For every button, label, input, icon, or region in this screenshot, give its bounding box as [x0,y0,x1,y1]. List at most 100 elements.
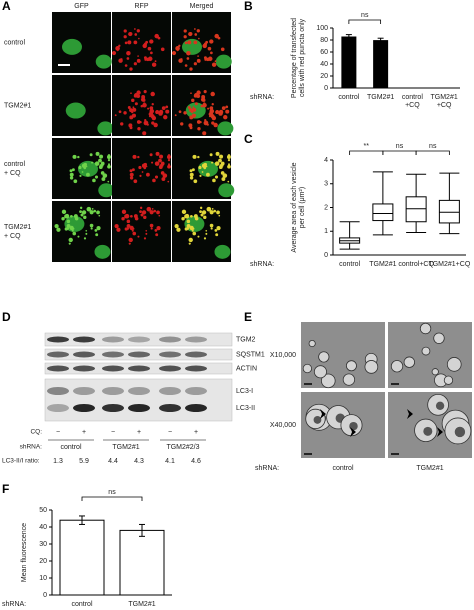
puncta [142,43,147,49]
puncta [138,37,140,40]
puncta [215,110,219,114]
puncta [83,162,88,167]
puncta [167,165,171,169]
puncta [197,127,201,131]
puncta [130,92,132,95]
puncta [165,105,169,109]
puncta [126,57,130,60]
puncta [211,207,214,210]
puncta [154,175,159,179]
puncta [190,214,193,218]
puncta [201,210,207,215]
puncta [207,46,212,51]
puncta [208,115,211,118]
puncta [66,224,71,228]
puncta [64,227,68,231]
puncta [196,29,200,33]
significance-label: ns [361,12,369,19]
puncta [118,110,122,114]
puncta [214,33,219,39]
vesicle-content [349,421,358,431]
puncta [216,161,219,164]
ratio-value: 5.9 [79,458,89,465]
puncta [131,110,134,114]
blot-band [102,336,124,343]
puncta [129,126,133,130]
puncta [202,102,207,108]
panel-label: B [244,0,253,13]
puncta [129,117,132,120]
row-label: shRNA: [255,465,279,472]
box [438,199,460,224]
puncta [89,223,94,228]
x-tick-label: control [71,601,92,608]
puncta [123,29,127,33]
puncta [131,168,135,172]
puncta [213,122,218,128]
puncta [158,165,163,169]
puncta [129,169,133,173]
vesicle [431,368,439,376]
puncta [189,225,194,231]
puncta [181,209,187,215]
y-tick-label: 2 [324,204,328,211]
puncta [194,33,198,36]
puncta [137,235,140,238]
nucleus [182,38,203,55]
nucleus [97,121,114,136]
box [405,196,427,223]
puncta [156,210,160,215]
y-axis-label: Average area of each vesicle [291,162,298,252]
y-tick-label: 10 [39,575,47,582]
puncta [193,40,198,45]
puncta [165,109,170,114]
puncta [141,210,147,215]
puncta [128,32,133,36]
puncta [188,52,191,55]
puncta [221,106,226,111]
puncta [138,165,142,170]
blot-band [185,387,207,395]
row-label: TGM2#1 [4,224,31,231]
puncta [210,91,215,97]
puncta [180,122,184,126]
puncta [91,161,94,164]
puncta [184,214,189,219]
significance-bracket [349,150,384,155]
blot-band [47,404,69,412]
row-label: control [4,39,25,46]
blot-band [47,365,69,372]
puncta [154,228,158,232]
blot-strip [44,332,233,347]
puncta [197,235,200,238]
puncta [108,163,110,166]
puncta [131,98,135,103]
row-label: TGM2#1 [4,102,31,109]
bar [341,36,357,89]
puncta [136,29,140,33]
puncta [79,210,82,214]
puncta [78,165,82,170]
puncta [162,173,168,178]
puncta [194,216,199,221]
puncta [107,154,111,157]
puncta [150,51,153,55]
y-tick-label: 60 [320,49,328,56]
puncta [212,178,216,183]
y-axis-label: per cell (μm²) [299,187,306,228]
puncta [205,229,208,232]
blot-band [102,404,124,412]
blot-band [47,387,69,395]
nucleus [215,54,232,69]
puncta [146,172,150,177]
puncta [151,207,154,210]
puncta [150,227,153,230]
vesicle [308,339,316,348]
puncta [95,233,99,237]
puncta [189,67,193,71]
puncta [181,217,185,221]
vesicle [390,360,404,373]
puncta [167,180,170,183]
puncta [199,206,203,210]
puncta [221,177,226,181]
